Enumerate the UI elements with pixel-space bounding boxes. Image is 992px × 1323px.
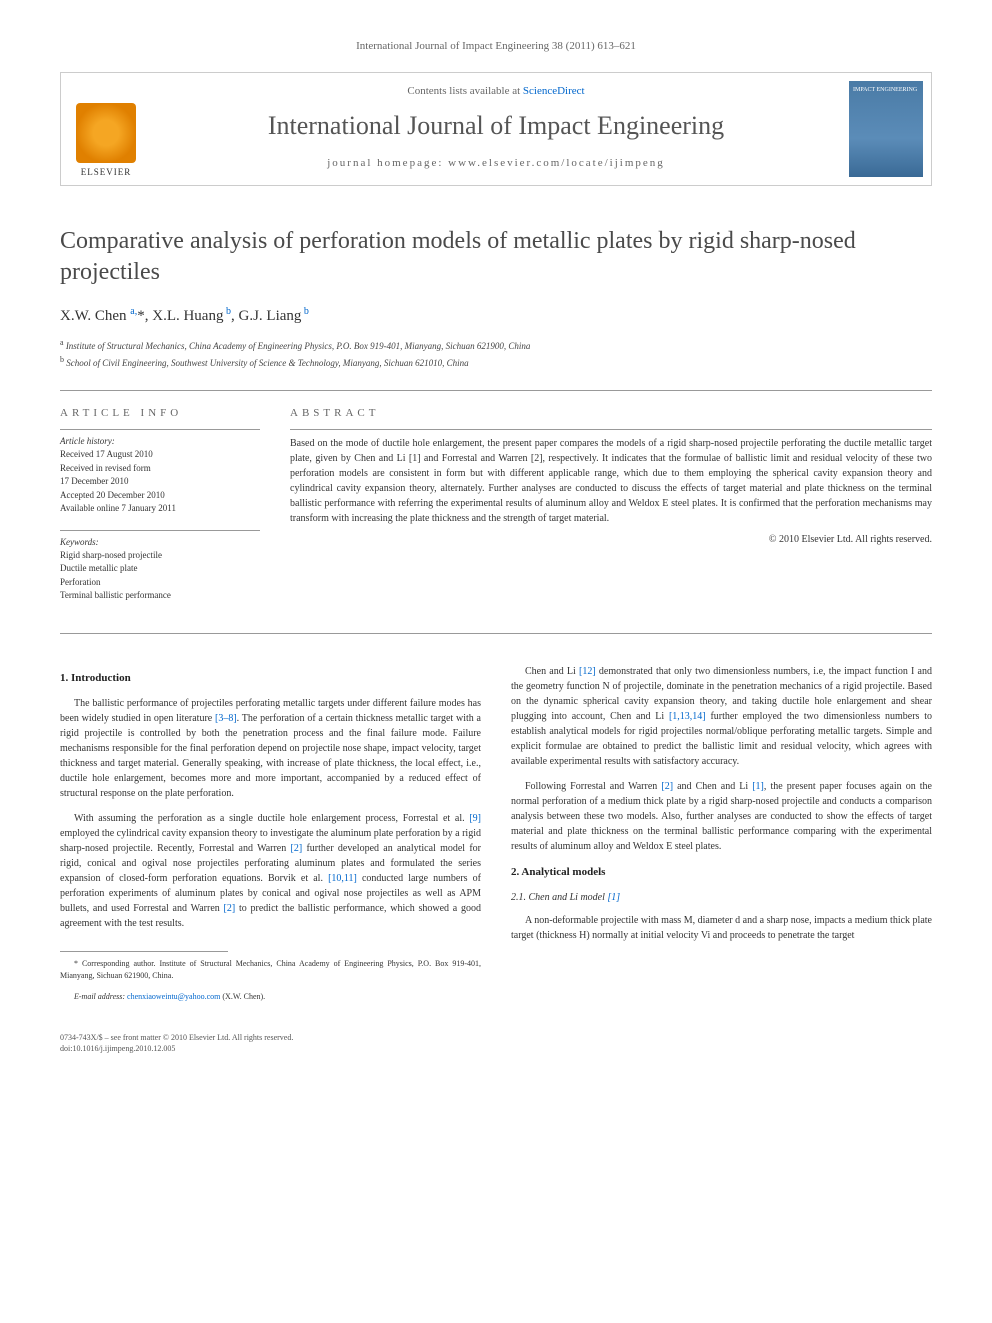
journal-cover-icon: IMPACT ENGINEERING <box>849 81 923 177</box>
section-2-1-heading: 2.1. Chen and Li model [1] <box>511 890 932 905</box>
article-info: ARTICLE INFO Article history: Received 1… <box>60 407 260 617</box>
publisher-name: ELSEVIER <box>81 167 132 177</box>
homepage-line: journal homepage: www.elsevier.com/locat… <box>161 157 831 169</box>
intro-p1: The ballistic performance of projectiles… <box>60 696 481 801</box>
left-column: 1. Introduction The ballistic performanc… <box>60 664 481 1012</box>
keywords-text: Rigid sharp-nosed projectileDuctile meta… <box>60 549 260 603</box>
cover-block: IMPACT ENGINEERING <box>841 73 931 185</box>
right-p2: Following Forrestal and Warren [2] and C… <box>511 779 932 854</box>
info-divider-2 <box>60 530 260 531</box>
email-label: E-mail address: <box>74 992 125 1001</box>
elsevier-logo-icon <box>76 103 136 163</box>
article-info-heading: ARTICLE INFO <box>60 407 260 419</box>
section-1-heading: 1. Introduction <box>60 670 481 687</box>
email-footnote: E-mail address: chenxiaoweintu@yahoo.com… <box>60 991 481 1002</box>
info-divider <box>60 429 260 430</box>
right-column: Chen and Li [12] demonstrated that only … <box>511 664 932 1012</box>
authors-line: X.W. Chen a,*, X.L. Huang b, G.J. Liang … <box>60 306 932 325</box>
history-text: Received 17 August 2010Received in revis… <box>60 448 260 516</box>
footer-line-2: doi:10.1016/j.ijimpeng.2010.12.005 <box>60 1043 932 1054</box>
footer-line-1: 0734-743X/$ – see front matter © 2010 El… <box>60 1032 932 1043</box>
masthead-center: Contents lists available at ScienceDirec… <box>151 73 841 185</box>
affiliations: a Institute of Structural Mechanics, Chi… <box>60 337 932 370</box>
email-suffix: (X.W. Chen). <box>222 992 265 1001</box>
abstract-divider <box>290 429 932 430</box>
contents-prefix: Contents lists available at <box>407 85 522 97</box>
intro-p2: With assuming the perforation as a singl… <box>60 811 481 931</box>
homepage-url[interactable]: www.elsevier.com/locate/ijimpeng <box>448 157 665 169</box>
history-label: Article history: <box>60 436 260 446</box>
abstract-text: Based on the mode of ductile hole enlarg… <box>290 436 932 526</box>
corresponding-footnote: * Corresponding author. Institute of Str… <box>60 958 481 980</box>
divider-2 <box>60 633 932 634</box>
footer: 0734-743X/$ – see front matter © 2010 El… <box>60 1032 932 1054</box>
article-title: Comparative analysis of perforation mode… <box>60 226 932 288</box>
sciencedirect-link[interactable]: ScienceDirect <box>523 85 585 97</box>
divider <box>60 390 932 391</box>
publisher-block: ELSEVIER <box>61 73 151 185</box>
title-block: Comparative analysis of perforation mode… <box>60 226 932 370</box>
footnote-divider <box>60 951 228 952</box>
abstract-heading: ABSTRACT <box>290 407 932 419</box>
cover-label: IMPACT ENGINEERING <box>853 87 919 93</box>
journal-name: International Journal of Impact Engineer… <box>161 111 831 141</box>
section-2-heading: 2. Analytical models <box>511 864 932 881</box>
body-columns: 1. Introduction The ballistic performanc… <box>60 664 932 1012</box>
right-p3: A non-deformable projectile with mass M,… <box>511 913 932 943</box>
masthead: ELSEVIER Contents lists available at Sci… <box>60 72 932 186</box>
keywords-block: Keywords: Rigid sharp-nosed projectileDu… <box>60 537 260 603</box>
info-abstract-row: ARTICLE INFO Article history: Received 1… <box>60 407 932 617</box>
abstract: ABSTRACT Based on the mode of ductile ho… <box>290 407 932 617</box>
abstract-copyright: © 2010 Elsevier Ltd. All rights reserved… <box>290 534 932 545</box>
contents-available-line: Contents lists available at ScienceDirec… <box>161 85 831 97</box>
email-link[interactable]: chenxiaoweintu@yahoo.com <box>127 992 220 1001</box>
history-block: Article history: Received 17 August 2010… <box>60 436 260 516</box>
citation-line: International Journal of Impact Engineer… <box>60 40 932 52</box>
page-container: International Journal of Impact Engineer… <box>0 0 992 1094</box>
right-p1: Chen and Li [12] demonstrated that only … <box>511 664 932 769</box>
homepage-prefix: journal homepage: <box>327 157 448 169</box>
keywords-label: Keywords: <box>60 537 260 547</box>
